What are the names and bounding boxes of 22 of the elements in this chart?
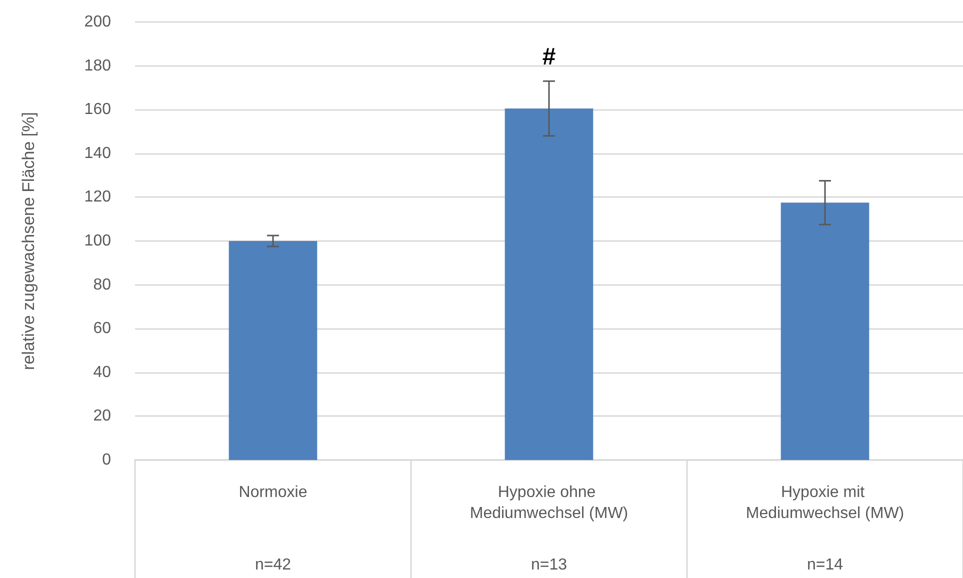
x-tick-label: Normoxie — [238, 484, 308, 501]
y-tick-label: 60 — [93, 320, 112, 338]
text: n=13 — [530, 556, 568, 574]
y-axis-title: relative zugewachsene Fläche [%] — [19, 112, 38, 370]
bar — [228, 241, 318, 460]
y-tick-label: 120 — [84, 188, 112, 206]
bar — [780, 202, 870, 460]
y-tick-label: 100 — [84, 232, 112, 250]
y-tick-label: 140 — [84, 144, 112, 162]
text: n=42 — [254, 556, 292, 574]
data-label: # — [542, 44, 556, 71]
y-tick-label: 20 — [93, 408, 112, 425]
y-tick-label: 40 — [93, 364, 112, 381]
y-tick-label: 200 — [84, 14, 112, 30]
y-tick-label: 160 — [84, 101, 112, 118]
x-tick-label: Hypoxie mit Mediumwechsel (MW) — [746, 484, 904, 522]
x-tick-label: Hypoxie ohne Mediumwechsel (MW) — [470, 484, 628, 522]
bar — [504, 108, 594, 460]
y-tick-label: 80 — [93, 276, 112, 294]
y-tick-label: 0 — [102, 452, 112, 468]
text: n=14 — [806, 556, 844, 574]
y-tick-label: 180 — [84, 57, 112, 74]
